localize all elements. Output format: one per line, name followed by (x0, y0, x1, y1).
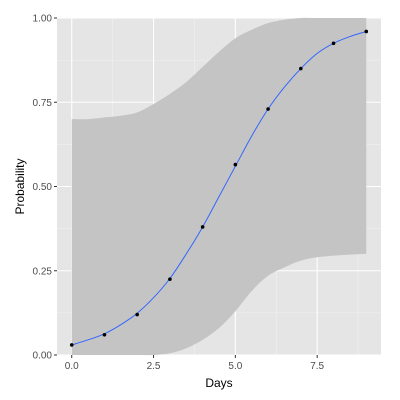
y-axis-title: Probability (13, 158, 27, 214)
data-point (299, 66, 303, 71)
x-axis-title: Days (205, 376, 232, 390)
data-point (102, 332, 107, 337)
y-tick-label: 1.00 (33, 14, 53, 25)
data-points (69, 29, 369, 347)
x-tick-label: 2.5 (147, 361, 161, 372)
y-tick-label: 0.75 (33, 98, 53, 109)
x-tick-label: 7.5 (310, 361, 324, 372)
data-point (135, 312, 139, 317)
data-point (331, 41, 336, 46)
x-axis-ticks: 0.0 2.5 5.0 7.5 (65, 355, 325, 372)
data-point (233, 162, 238, 167)
y-axis-ticks: 0.00 0.25 0.50 0.75 1.00 (33, 14, 57, 362)
data-point (364, 29, 369, 34)
data-point (200, 225, 205, 229)
fit-line (71, 31, 367, 346)
y-tick-label: 0.50 (33, 182, 53, 193)
data-point (168, 277, 172, 281)
y-tick-label: 0.00 (33, 351, 53, 362)
x-tick-label: 0.0 (65, 361, 79, 372)
data-point (266, 107, 270, 111)
y-tick-label: 0.25 (33, 266, 53, 277)
confidence-band (71, 17, 367, 356)
data-point (69, 343, 74, 347)
x-tick-label: 5.0 (228, 361, 242, 372)
